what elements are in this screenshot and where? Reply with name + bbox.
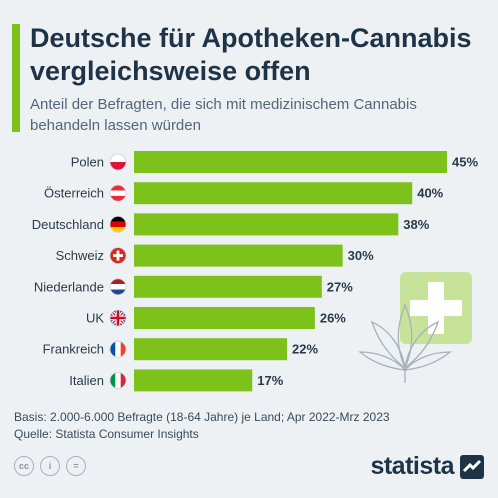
- bar: [134, 338, 288, 361]
- flag-italy-icon: [110, 372, 126, 389]
- bar: [134, 369, 253, 392]
- value-label: 38%: [403, 217, 429, 232]
- source-note: Quelle: Statista Consumer Insights: [14, 427, 199, 441]
- value-label: 27%: [327, 279, 353, 294]
- category-label: Italien: [69, 373, 104, 388]
- category-label: Frankreich: [43, 342, 104, 357]
- cannabis-leaf-icon: [358, 303, 452, 383]
- title-accent-bar: [12, 24, 20, 132]
- license-icons: cc i =: [14, 456, 86, 476]
- bar: [134, 244, 343, 267]
- brand-name: statista: [370, 452, 454, 480]
- bar: [134, 151, 447, 173]
- creative-commons-icon[interactable]: cc: [14, 456, 34, 476]
- flag-france-icon: [110, 341, 126, 358]
- category-label: Deutschland: [32, 217, 104, 232]
- basis-note: Basis: 2.000-6.000 Befragte (18-64 Jahre…: [14, 410, 390, 424]
- value-label: 26%: [320, 311, 346, 326]
- flag-poland-icon: [110, 154, 126, 170]
- category-label: Schweiz: [56, 248, 104, 263]
- attribution-icon[interactable]: i: [40, 456, 60, 476]
- bar-chart: Polen 45% Österreich 40% Deutschland 38% Schwe…: [32, 151, 478, 392]
- plus-horizontal: [410, 300, 462, 316]
- flag-uk-icon: [110, 310, 126, 326]
- cannabis-decoration: [358, 272, 472, 383]
- value-label: 30%: [348, 248, 374, 263]
- value-label: 17%: [257, 373, 283, 388]
- category-label: Polen: [71, 155, 104, 170]
- value-label: 22%: [292, 342, 318, 357]
- flag-germany-icon: [110, 216, 126, 233]
- flag-switzerland-icon: [110, 247, 126, 264]
- footer-note: Basis: 2.000-6.000 Befragte (18-64 Jahre…: [14, 409, 390, 443]
- category-label: Niederlande: [34, 279, 104, 294]
- no-derivatives-icon[interactable]: =: [66, 456, 86, 476]
- statista-logo-icon: [460, 454, 484, 479]
- bar: [134, 182, 413, 205]
- chart-title: Deutsche für Apotheken-Cannabis vergleic…: [30, 23, 472, 86]
- bar: [134, 275, 322, 298]
- category-label: UK: [86, 311, 104, 326]
- chart-subtitle: Anteil der Befragten, die sich mit mediz…: [30, 96, 417, 134]
- bar: [134, 213, 399, 236]
- bar-series: Polen 45% Österreich 40% Deutschland 38% Schwe…: [32, 151, 478, 392]
- flag-austria-icon: [110, 185, 126, 202]
- flag-netherlands-icon: [110, 278, 126, 295]
- value-label: 40%: [417, 186, 443, 201]
- bar: [134, 307, 315, 329]
- category-label: Österreich: [44, 186, 104, 201]
- statista-logo[interactable]: statista: [370, 452, 484, 481]
- value-label: 45%: [452, 155, 478, 170]
